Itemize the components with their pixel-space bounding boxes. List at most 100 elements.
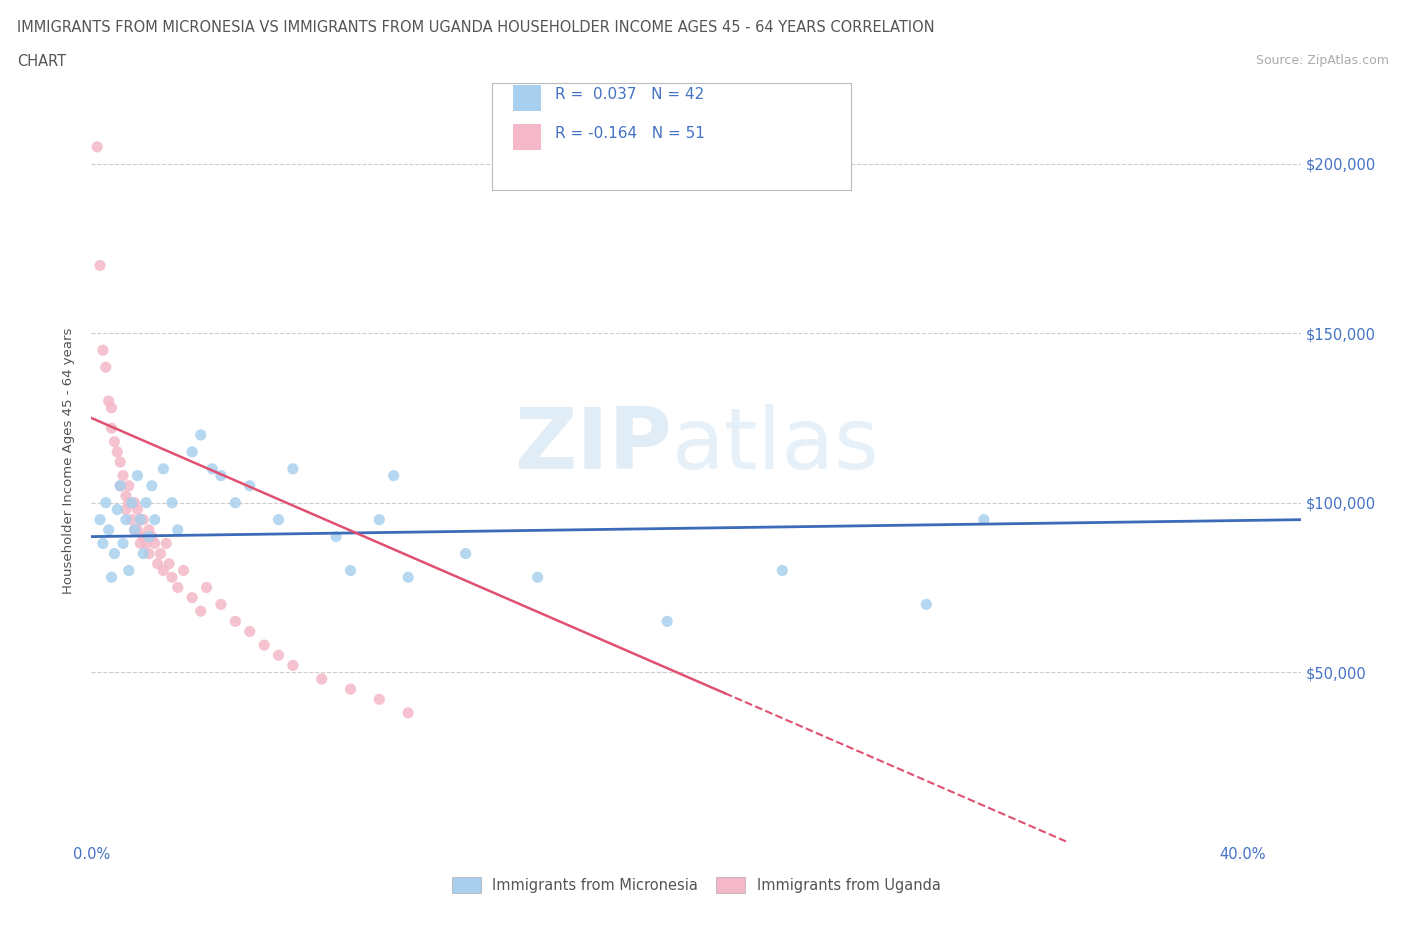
Point	[209, 468, 232, 483]
Point	[138, 546, 160, 561]
Point	[190, 604, 212, 618]
Point	[368, 512, 391, 527]
Point	[149, 546, 172, 561]
Point	[112, 536, 135, 551]
Point	[127, 502, 149, 517]
Text: atlas: atlas	[672, 404, 880, 486]
Point	[132, 546, 155, 561]
Point	[127, 468, 149, 483]
Point	[281, 461, 304, 476]
Point	[115, 502, 138, 517]
Text: R = -0.164   N = 51: R = -0.164 N = 51	[555, 126, 706, 141]
Point	[143, 512, 166, 527]
Text: ZIP: ZIP	[515, 404, 672, 486]
Point	[195, 580, 218, 595]
Point	[91, 343, 114, 358]
Point	[108, 478, 131, 493]
Point	[368, 692, 391, 707]
Point	[100, 401, 122, 416]
Point	[224, 496, 246, 511]
Point	[105, 502, 128, 517]
Point	[89, 512, 111, 527]
Point	[132, 512, 155, 527]
Y-axis label: Householder Income Ages 45 - 64 years: Householder Income Ages 45 - 64 years	[62, 327, 76, 593]
Point	[396, 570, 419, 585]
Point	[138, 529, 160, 544]
Point	[339, 563, 361, 578]
Point	[129, 536, 152, 551]
Point	[526, 570, 548, 585]
Point	[141, 529, 163, 544]
Point	[973, 512, 995, 527]
Point	[141, 478, 163, 493]
Point	[915, 597, 938, 612]
Point	[108, 455, 131, 470]
Point	[339, 682, 361, 697]
Point	[143, 536, 166, 551]
Point	[138, 523, 160, 538]
Point	[157, 556, 180, 571]
Point	[166, 580, 188, 595]
Point	[152, 461, 174, 476]
Point	[160, 570, 183, 585]
Point	[770, 563, 793, 578]
Point	[86, 140, 108, 154]
Point	[97, 393, 120, 408]
Point	[118, 478, 141, 493]
Point	[100, 570, 122, 585]
Point	[166, 523, 188, 538]
Text: Source: ZipAtlas.com: Source: ZipAtlas.com	[1256, 54, 1389, 67]
Point	[253, 638, 276, 653]
Point	[135, 496, 157, 511]
Point	[239, 478, 262, 493]
Text: R =  0.037   N = 42: R = 0.037 N = 42	[555, 87, 704, 102]
Point	[224, 614, 246, 629]
Point	[454, 546, 477, 561]
Point	[132, 529, 155, 544]
Point	[112, 468, 135, 483]
Point	[91, 536, 114, 551]
Point	[135, 536, 157, 551]
Point	[115, 488, 138, 503]
Point	[97, 523, 120, 538]
Point	[118, 496, 141, 511]
Legend: Immigrants from Micronesia, Immigrants from Uganda: Immigrants from Micronesia, Immigrants f…	[446, 870, 946, 899]
Point	[129, 512, 152, 527]
Point	[181, 445, 204, 459]
Text: IMMIGRANTS FROM MICRONESIA VS IMMIGRANTS FROM UGANDA HOUSEHOLDER INCOME AGES 45 : IMMIGRANTS FROM MICRONESIA VS IMMIGRANTS…	[17, 20, 935, 35]
Point	[325, 529, 347, 544]
Point	[311, 671, 333, 686]
Text: CHART: CHART	[17, 54, 66, 69]
Point	[103, 546, 125, 561]
Point	[160, 496, 183, 511]
Point	[103, 434, 125, 449]
Point	[281, 658, 304, 672]
Point	[124, 496, 146, 511]
Point	[201, 461, 224, 476]
Point	[108, 478, 131, 493]
Point	[121, 496, 143, 511]
Point	[115, 512, 138, 527]
Point	[94, 360, 117, 375]
Point	[396, 706, 419, 721]
Point	[129, 512, 152, 527]
Point	[124, 523, 146, 538]
Point	[190, 428, 212, 443]
Point	[100, 420, 122, 435]
Point	[657, 614, 679, 629]
Point	[267, 648, 290, 663]
Point	[89, 258, 111, 272]
Point	[152, 563, 174, 578]
Point	[94, 496, 117, 511]
Point	[155, 536, 177, 551]
Point	[382, 468, 405, 483]
Point	[173, 563, 195, 578]
Point	[181, 591, 204, 605]
Point	[118, 563, 141, 578]
Point	[239, 624, 262, 639]
Point	[124, 523, 146, 538]
Point	[127, 523, 149, 538]
Point	[209, 597, 232, 612]
Point	[146, 556, 169, 571]
Point	[267, 512, 290, 527]
